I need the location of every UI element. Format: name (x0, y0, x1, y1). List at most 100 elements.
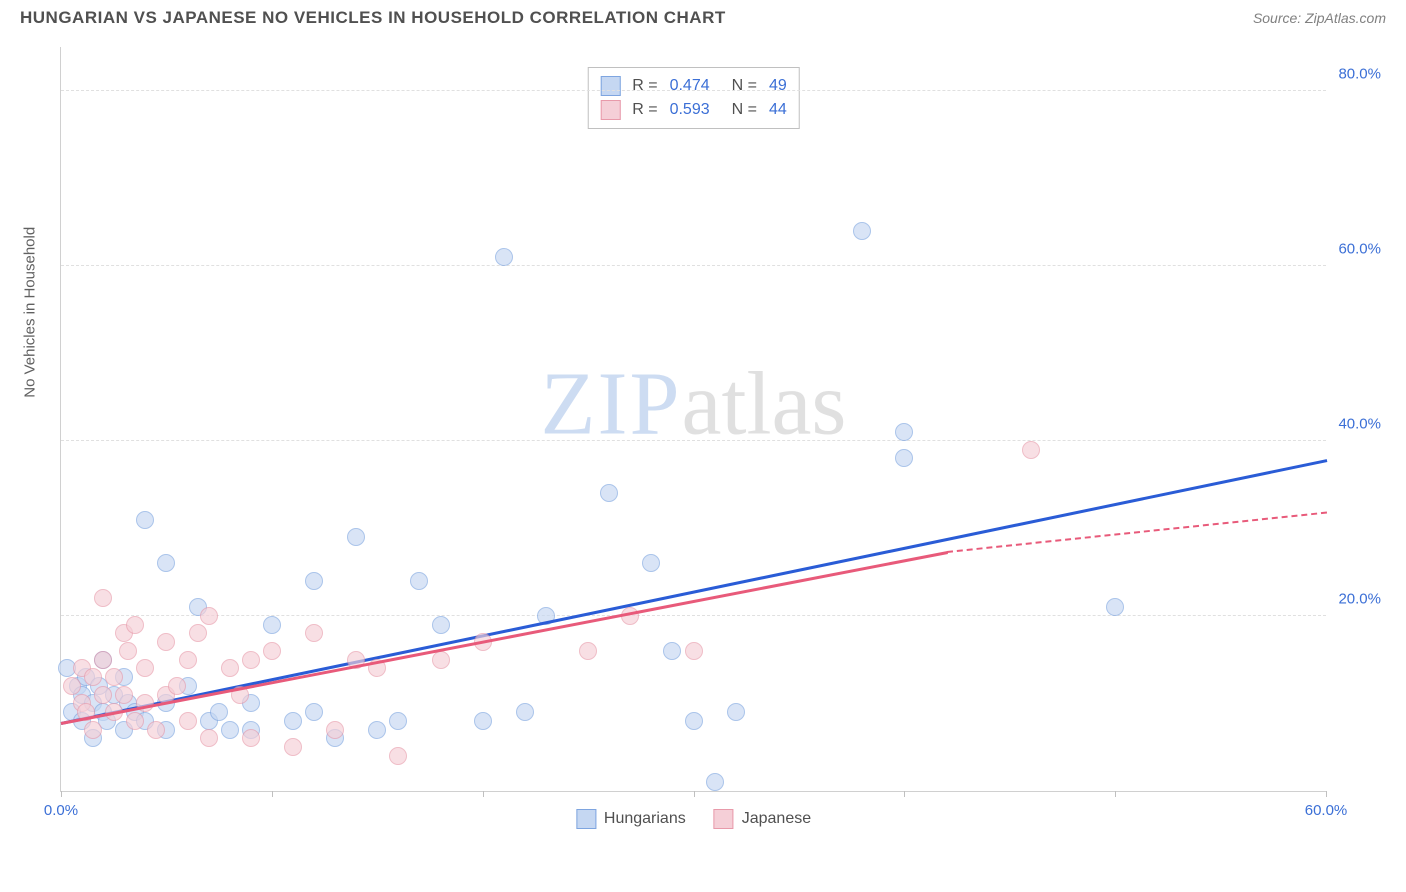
legend-item: Hungarians (576, 809, 686, 829)
data-point (326, 721, 344, 739)
data-point (210, 703, 228, 721)
chart-container: No Vehicles in Household ZIPatlas R =0.4… (50, 32, 1386, 832)
source-value: ZipAtlas.com (1305, 10, 1386, 26)
data-point (495, 248, 513, 266)
legend-item: Japanese (714, 809, 811, 829)
data-point (305, 703, 323, 721)
data-point (516, 703, 534, 721)
data-point (200, 607, 218, 625)
y-tick-label: 60.0% (1338, 240, 1381, 257)
y-axis-label: No Vehicles in Household (22, 227, 39, 398)
y-tick-label: 40.0% (1338, 415, 1381, 432)
stats-legend-box: R = 0.474 N = 49 R = 0.593 N = 44 (587, 67, 800, 129)
r-value: 0.474 (670, 77, 710, 95)
data-point (685, 712, 703, 730)
data-point (136, 511, 154, 529)
r-label: R = (632, 77, 657, 95)
x-tick (61, 791, 62, 797)
x-tick (904, 791, 905, 797)
data-point (157, 633, 175, 651)
x-tick (483, 791, 484, 797)
data-point (94, 589, 112, 607)
data-point (221, 721, 239, 739)
data-point (347, 528, 365, 546)
legend-label: Hungarians (604, 810, 686, 828)
data-point (115, 686, 133, 704)
x-tick (1326, 791, 1327, 797)
data-point (179, 712, 197, 730)
data-point (1106, 598, 1124, 616)
data-point (136, 659, 154, 677)
x-tick (694, 791, 695, 797)
gridline (61, 615, 1326, 616)
y-tick-label: 80.0% (1338, 65, 1381, 82)
n-label: N = (732, 101, 757, 119)
legend-swatch (576, 809, 596, 829)
data-point (600, 484, 618, 502)
data-point (200, 729, 218, 747)
data-point (410, 572, 428, 590)
data-point (305, 572, 323, 590)
data-point (895, 449, 913, 467)
data-point (706, 773, 724, 791)
legend-swatch (600, 76, 620, 96)
y-tick-label: 20.0% (1338, 590, 1381, 607)
data-point (263, 642, 281, 660)
x-tick-label: 0.0% (44, 802, 78, 819)
legend-swatch (714, 809, 734, 829)
data-point (432, 651, 450, 669)
gridline (61, 265, 1326, 266)
data-point (221, 659, 239, 677)
data-point (126, 712, 144, 730)
legend-label: Japanese (742, 810, 811, 828)
data-point (389, 712, 407, 730)
data-point (63, 677, 81, 695)
data-point (263, 616, 281, 634)
source-label: Source: (1253, 10, 1305, 26)
source-attribution: Source: ZipAtlas.com (1253, 10, 1386, 26)
data-point (189, 624, 207, 642)
data-point (432, 616, 450, 634)
data-point (727, 703, 745, 721)
data-point (663, 642, 681, 660)
data-point (389, 747, 407, 765)
watermark-zip: ZIP (541, 355, 682, 454)
plot-area: ZIPatlas R =0.474N =49R =0.593N =44 Hung… (60, 47, 1326, 792)
data-point (119, 642, 137, 660)
data-point (242, 729, 260, 747)
stats-row: R = 0.593 N = 44 (600, 98, 787, 122)
data-point (147, 721, 165, 739)
data-point (685, 642, 703, 660)
stats-row: R = 0.474 N = 49 (600, 74, 787, 98)
data-point (368, 721, 386, 739)
data-point (157, 554, 175, 572)
data-point (284, 738, 302, 756)
gridline (61, 90, 1326, 91)
data-point (105, 668, 123, 686)
r-value: 0.593 (670, 101, 710, 119)
x-tick (272, 791, 273, 797)
watermark-atlas: atlas (682, 355, 847, 454)
r-label: R = (632, 101, 657, 119)
data-point (1022, 441, 1040, 459)
x-tick-label: 60.0% (1305, 802, 1348, 819)
data-point (284, 712, 302, 730)
gridline (61, 440, 1326, 441)
chart-header: HUNGARIAN VS JAPANESE NO VEHICLES IN HOU… (0, 0, 1406, 32)
data-point (94, 651, 112, 669)
data-point (579, 642, 597, 660)
n-value: 44 (769, 101, 787, 119)
trend-line-extrapolated (947, 512, 1327, 553)
chart-title: HUNGARIAN VS JAPANESE NO VEHICLES IN HOU… (20, 8, 726, 28)
n-label: N = (732, 77, 757, 95)
data-point (895, 423, 913, 441)
data-point (179, 651, 197, 669)
n-value: 49 (769, 77, 787, 95)
data-point (84, 668, 102, 686)
data-point (94, 686, 112, 704)
series-legend: Hungarians Japanese (576, 809, 811, 829)
data-point (168, 677, 186, 695)
data-point (305, 624, 323, 642)
x-tick (1115, 791, 1116, 797)
data-point (642, 554, 660, 572)
